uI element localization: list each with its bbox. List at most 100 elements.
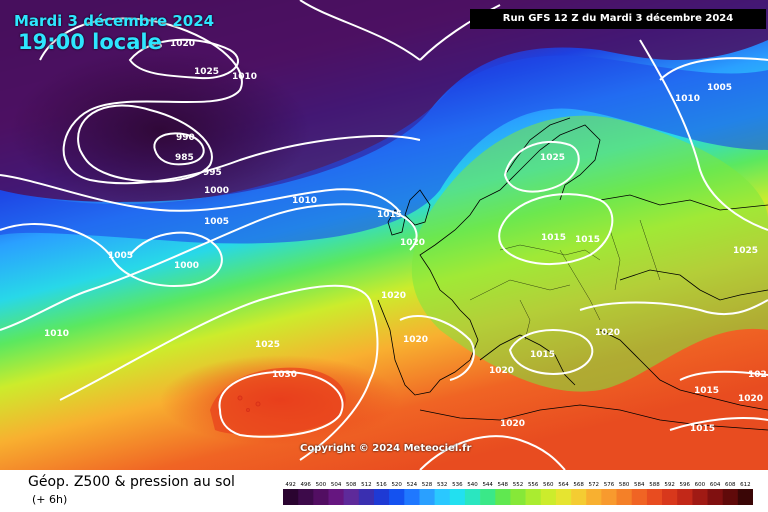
legend-footer: Géop. Z500 & pression au sol (+ 6h) 492 4…	[0, 470, 768, 512]
isobar-label: 1015	[575, 235, 600, 245]
isobar-label: 1020	[403, 335, 428, 345]
scale-tick-label: 572	[589, 482, 600, 488]
scale-tick-label: 580	[619, 482, 630, 488]
scale-swatch	[662, 489, 678, 505]
isobar-label: 990	[176, 133, 195, 143]
scale-swatch	[374, 489, 390, 505]
scale-tick-label: 576	[604, 482, 615, 488]
scale-swatch	[419, 489, 435, 505]
isobars	[0, 0, 768, 470]
scale-swatch	[298, 489, 314, 505]
isobar-label: 102	[748, 370, 767, 380]
isobar-label: 1025	[733, 246, 758, 256]
isobar-label: 1025	[540, 153, 565, 163]
isobar-label: 1015	[694, 386, 719, 396]
scale-swatch	[555, 489, 572, 505]
scale-tick-label: 532	[437, 482, 448, 488]
isobar-label: 1010	[232, 72, 257, 82]
scale-tick-label: 536	[452, 482, 463, 488]
z500-blue-band	[0, 55, 768, 244]
isobar-label: 1015	[690, 424, 715, 434]
isobar-label: 1020	[595, 328, 620, 338]
scale-tick-label: 604	[710, 482, 721, 488]
legend-title: Géop. Z500 & pression au sol	[28, 474, 235, 490]
scale-swatch	[525, 489, 542, 505]
z500-green-area	[411, 115, 768, 392]
scale-tick-label: 512	[361, 482, 372, 488]
scale-swatch	[495, 489, 511, 505]
scale-swatch	[646, 489, 663, 505]
isobar-label: 985	[175, 153, 194, 163]
scale-tick-label: 608	[725, 482, 736, 488]
coastlines	[377, 117, 768, 431]
scale-tick-label: 496	[300, 482, 311, 488]
scale-tick-label: 584	[634, 482, 645, 488]
scale-swatch	[358, 489, 375, 505]
scale-swatch	[404, 489, 420, 505]
scale-swatch	[434, 489, 451, 505]
scale-swatch	[343, 489, 360, 505]
scale-swatch	[571, 489, 587, 505]
scale-tick-label: 504	[331, 482, 342, 488]
isobar-label: 1005	[108, 251, 133, 261]
scale-swatch	[283, 489, 299, 505]
scale-tick-label: 500	[316, 482, 327, 488]
scale-swatch	[737, 489, 753, 505]
isobar-label: 1025	[194, 67, 219, 77]
scale-tick-label: 592	[664, 482, 675, 488]
run-info-banner: Run GFS 12 Z du Mardi 3 décembre 2024	[470, 9, 766, 29]
isobar-label: 1020	[170, 39, 195, 49]
isobar-label: 1015	[541, 233, 566, 243]
isobar-label: 1005	[707, 83, 732, 93]
isobar-label: 1025	[255, 340, 280, 350]
isobar-label: 1000	[174, 261, 199, 271]
isobar-label: 1010	[675, 94, 700, 104]
scale-tick-label: 492	[285, 482, 296, 488]
scale-tick-label: 516	[376, 482, 387, 488]
scale-swatch	[449, 489, 466, 505]
scale-swatch	[480, 489, 496, 505]
isobar-label: 1020	[738, 394, 763, 404]
isobar-label: 1020	[500, 419, 525, 429]
scale-swatch	[389, 489, 405, 505]
scale-tick-label: 528	[422, 482, 433, 488]
scale-tick-label: 588	[649, 482, 660, 488]
scale-swatch	[510, 489, 526, 505]
scale-tick-label: 540	[467, 482, 478, 488]
scale-swatch	[586, 489, 602, 505]
scale-tick-label: 596	[680, 482, 691, 488]
scale-swatch	[631, 489, 648, 505]
isobar-label: 1015	[377, 210, 402, 220]
scale-tick-label: 552	[513, 482, 524, 488]
scale-swatch	[692, 489, 708, 505]
scale-tick-label: 560	[543, 482, 554, 488]
isobar-label: 1020	[489, 366, 514, 376]
scale-tick-label: 508	[346, 482, 357, 488]
scale-tick-label: 568	[573, 482, 584, 488]
scale-tick-label: 548	[498, 482, 509, 488]
scale-swatch	[722, 489, 739, 505]
scale-tick-label: 544	[482, 482, 493, 488]
scale-swatch	[616, 489, 632, 505]
scale-swatch	[313, 489, 329, 505]
copyright-notice: Copyright © 2024 Meteociel.fr	[300, 443, 472, 454]
z500-ridge	[210, 367, 346, 435]
isobar-label: 1005	[204, 217, 229, 227]
isobar-label: 1015	[530, 350, 555, 360]
scale-tick-label: 524	[407, 482, 418, 488]
isobar-label: 1020	[400, 238, 425, 248]
isobar-label: 1000	[204, 186, 229, 196]
forecast-date: Mardi 3 décembre 2024	[14, 12, 215, 30]
isobar-label: 995	[203, 168, 222, 178]
forecast-time: 19:00 locale	[18, 30, 162, 54]
high-marker	[237, 395, 261, 412]
isobar-label: 1010	[292, 196, 317, 206]
scale-swatch	[601, 489, 617, 505]
low-center	[10, 50, 310, 210]
scale-tick-label: 564	[558, 482, 569, 488]
scale-tick-label: 520	[391, 482, 402, 488]
scale-swatch	[707, 489, 723, 505]
weather-map: 1020 15 1025 1010 990 985 995 1000 1010 1005 1015 1…	[0, 0, 768, 470]
scale-swatch	[328, 489, 344, 505]
scale-tick-label: 612	[740, 482, 751, 488]
